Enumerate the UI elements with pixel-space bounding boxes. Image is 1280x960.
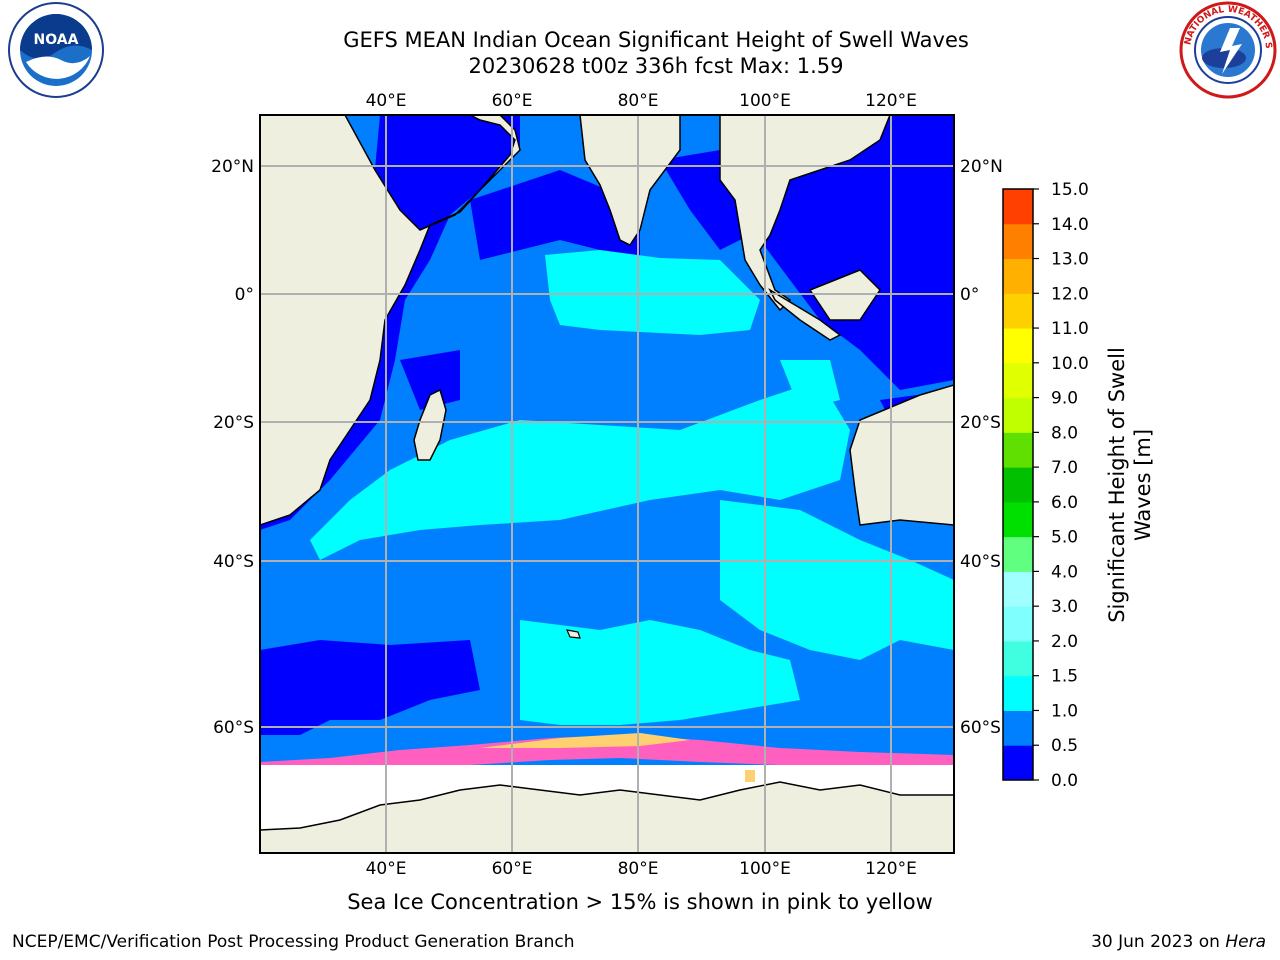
lat-label: 20°S — [213, 413, 254, 433]
lon-label: 40°E — [366, 859, 407, 879]
footer-date-text: 30 Jun 2023 on — [1091, 932, 1226, 952]
colorbar-segment — [1003, 536, 1033, 572]
footer-date: 30 Jun 2023 on Hera — [1091, 932, 1266, 952]
lon-label: 40°E — [366, 91, 407, 111]
lat-label: 20°N — [211, 157, 254, 177]
colorbar-segment — [1003, 501, 1033, 538]
lat-label: 20°S — [960, 413, 1001, 433]
colorbar-segment — [1003, 258, 1033, 294]
lon-label: 60°E — [492, 91, 533, 111]
colorbar: 0.0 0.5 1.0 1.5 2.0 3.0 4.0 5.0 6.0 7.0 8.0 9.0 10.0… — [1002, 180, 1089, 791]
colorbar-segment — [1003, 328, 1033, 364]
colorbar-segment — [1003, 571, 1033, 607]
lat-label: 40°S — [213, 552, 254, 572]
colorbar-tick-label: 6.0 — [1051, 493, 1078, 513]
colorbar-tick-label: 0.0 — [1051, 771, 1078, 791]
colorbar-tick-label: 13.0 — [1051, 250, 1089, 270]
colorbar-tick-label: 12.0 — [1051, 284, 1089, 304]
lon-label: 120°E — [865, 91, 917, 111]
colorbar-segment — [1003, 745, 1033, 781]
colorbar-tick-label: 7.0 — [1051, 458, 1078, 478]
colorbar-segment — [1003, 675, 1033, 711]
swell-1-1.5m-regions — [310, 250, 954, 725]
colorbar-tick-label: 2.0 — [1051, 632, 1078, 652]
colorbar-tick-label: 11.0 — [1051, 319, 1089, 339]
colorbar-tick-label: 14.0 — [1051, 215, 1089, 235]
map-subtitle: 20230628 t00z 336h fcst Max: 1.59 — [468, 54, 844, 78]
noaa-logo: NOAA — [8, 2, 104, 98]
colorbar-tick-label: 0.5 — [1051, 736, 1078, 756]
colorbar-segment — [1003, 467, 1033, 503]
colorbar-label-line1: Significant Height of Swell — [1105, 347, 1129, 623]
colorbar-segment — [1003, 397, 1033, 433]
lat-label: 20°N — [960, 157, 1003, 177]
lon-labels-top: 40°E 60°E 80°E 100°E 120°E — [366, 91, 917, 111]
footer-branch: NCEP/EMC/Verification Post Processing Pr… — [12, 932, 575, 952]
colorbar-tick-label: 8.0 — [1051, 423, 1078, 443]
colorbar-tick-label: 3.0 — [1051, 597, 1078, 617]
land-masses — [260, 115, 954, 853]
colorbar-segment — [1003, 293, 1033, 329]
colorbar-frame — [1002, 188, 1034, 781]
gridlines — [260, 115, 954, 853]
sea-ice-caption: Sea Ice Concentration > 15% is shown in … — [347, 890, 933, 914]
colorbar-tick-label: 1.0 — [1051, 701, 1078, 721]
colorbar-segment — [1003, 710, 1033, 746]
colorbar-segment — [1003, 640, 1033, 677]
lon-label: 60°E — [492, 859, 533, 879]
lat-label: 60°S — [960, 718, 1001, 738]
lon-label: 80°E — [618, 859, 659, 879]
lat-labels-left: 20°N 0° 20°S 40°S 60°S — [211, 157, 254, 738]
colorbar-tick-label: 5.0 — [1051, 528, 1078, 548]
lon-label: 80°E — [618, 91, 659, 111]
map-frame — [259, 114, 955, 854]
kerguelen-island — [566, 629, 581, 639]
lon-label: 100°E — [739, 859, 791, 879]
lat-labels-right: 20°N 0° 20°S 40°S 60°S — [960, 157, 1003, 738]
colorbar-tick-label: 15.0 — [1051, 180, 1089, 200]
noaa-logo-text: NOAA — [34, 32, 79, 48]
colorbar-segment — [1003, 189, 1033, 225]
lat-label: 40°S — [960, 552, 1001, 572]
colorbar-label: Significant Height of Swell Waves [m] — [1105, 347, 1155, 623]
colorbar-tick-label: 1.5 — [1051, 667, 1078, 687]
lat-label: 0° — [235, 285, 254, 305]
lon-label: 120°E — [865, 859, 917, 879]
colorbar-segment — [1003, 606, 1033, 642]
lon-labels-bottom: 40°E 60°E 80°E 100°E 120°E — [366, 859, 917, 879]
lat-label: 60°S — [213, 718, 254, 738]
colorbar-tick-label: 4.0 — [1051, 562, 1078, 582]
colorbar-segment — [1003, 223, 1033, 260]
nws-logo: NATIONAL WEATHER SERVICE — [1178, 0, 1277, 99]
map-title: GEFS MEAN Indian Ocean Significant Heigh… — [343, 28, 969, 52]
map-area — [260, 115, 954, 853]
colorbar-tick-label: 9.0 — [1051, 389, 1078, 409]
colorbar-tick-label: 10.0 — [1051, 354, 1089, 374]
colorbar-segment — [1003, 432, 1033, 468]
colorbar-segment — [1003, 362, 1033, 399]
footer-host: Hera — [1225, 932, 1266, 952]
colorbar-label-line2: Waves [m] — [1131, 429, 1155, 541]
lat-label: 0° — [960, 285, 979, 305]
lon-label: 100°E — [739, 91, 791, 111]
